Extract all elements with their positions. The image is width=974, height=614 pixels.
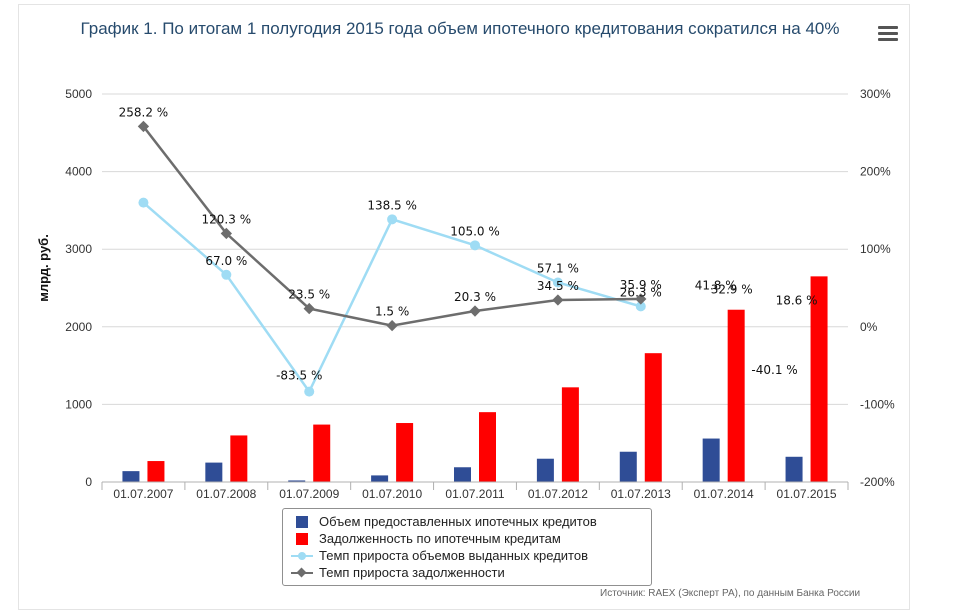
grid-lines [102, 93, 848, 483]
bar-volume[interactable] [536, 458, 554, 482]
legend-debt-growth-label: Темп прироста задолженности [319, 565, 505, 580]
data-label-debt-growth: 32.9 % [711, 282, 753, 296]
x-tick-label: 01.07.2010 [362, 487, 422, 501]
bar-debt[interactable] [810, 276, 828, 482]
data-label-debt-growth: 18.6 % [776, 293, 818, 307]
data-label-debt-growth: 120.3 % [202, 212, 252, 226]
legend-volume-growth-swatch [291, 550, 313, 562]
y-tick-label: 3000 [65, 242, 92, 256]
bar-volume[interactable] [785, 456, 803, 482]
legend-volume-growth-label: Темп прироста объемов выданных кредитов [319, 548, 588, 563]
point-volume-growth[interactable] [304, 386, 315, 397]
point-volume-growth[interactable] [138, 197, 149, 208]
x-tick-label: 01.07.2013 [611, 487, 671, 501]
data-label-volume-growth: -40.1 % [751, 363, 797, 377]
y2-tick-label: 300% [860, 87, 891, 101]
point-volume-growth[interactable] [552, 277, 563, 288]
bar-volume[interactable] [371, 475, 389, 482]
point-volume-growth[interactable] [221, 269, 232, 280]
data-label-debt-growth: 35.9 % [620, 278, 662, 292]
bars [122, 276, 828, 482]
hamburger-menu-icon[interactable] [878, 26, 898, 42]
x-tick-label: 01.07.2008 [196, 487, 256, 501]
y-axis-title: млрд. руб. [36, 234, 51, 302]
bar-debt[interactable] [479, 412, 496, 482]
data-label-debt-growth: 34.5 % [537, 279, 579, 293]
x-tick-label: 01.07.2015 [777, 487, 837, 501]
legend-item-debt[interactable]: Задолженность по ипотечным кредитам [291, 530, 643, 547]
legend-debt-swatch [291, 532, 313, 545]
legend-item-volume[interactable]: Объем предоставленных ипотечных кредитов [291, 513, 643, 530]
bar-debt[interactable] [561, 387, 579, 482]
bar-debt[interactable] [230, 435, 248, 482]
data-label-volume-growth: 57.1 % [537, 261, 579, 275]
y-tick-label: 5000 [65, 87, 92, 101]
point-debt-growth[interactable] [552, 294, 564, 306]
x-tick-label: 01.07.2007 [113, 487, 173, 501]
data-label-volume-growth: 67.0 % [205, 254, 247, 268]
legend-debt-label: Задолженность по ипотечным кредитам [319, 531, 561, 546]
bar-volume[interactable] [205, 462, 223, 482]
y-tick-label: 2000 [65, 320, 92, 334]
bar-debt[interactable] [396, 423, 414, 482]
legend-volume-label: Объем предоставленных ипотечных кредитов [319, 514, 597, 529]
bar-volume[interactable] [702, 438, 720, 482]
source-note: Источник: RAEX (Эксперт РА), по данным Б… [600, 588, 861, 599]
point-debt-growth[interactable] [303, 302, 315, 315]
y2-tick-label: 200% [860, 165, 891, 179]
point-volume-growth[interactable] [387, 214, 398, 225]
point-volume-growth[interactable] [470, 240, 480, 251]
x-tick-label: 01.07.2014 [694, 487, 754, 501]
data-label-volume-growth: 138.5 % [367, 198, 417, 212]
y2-tick-label: 100% [860, 242, 891, 256]
bar-volume[interactable] [454, 467, 471, 482]
y-tick-label: 1000 [65, 397, 92, 411]
data-label-volume-growth: 26.3 % [620, 285, 662, 299]
bar-debt[interactable] [313, 424, 331, 482]
legend: Объем предоставленных ипотечных кредитов… [282, 508, 652, 586]
bar-debt[interactable] [727, 309, 745, 482]
data-label-volume-growth: 105.0 % [450, 224, 500, 238]
legend-volume-swatch [291, 515, 313, 528]
bar-volume[interactable] [619, 451, 637, 482]
x-tick-label: 01.07.2011 [445, 487, 504, 501]
legend-item-debt-growth[interactable]: Темп прироста задолженности [291, 564, 643, 581]
point-debt-growth[interactable] [386, 319, 398, 332]
point-volume-growth[interactable] [635, 301, 646, 312]
bar-debt[interactable] [147, 461, 165, 482]
point-debt-growth[interactable] [635, 293, 647, 305]
data-labels: 258.2 % 120.3 % 23.5 % 1.5 % 20.3 % 34.5 % 35.… [119, 105, 818, 382]
x-tick-label: 01.07.2009 [279, 487, 339, 501]
bar-volume[interactable] [288, 480, 306, 482]
point-debt-growth[interactable] [469, 305, 481, 317]
point-debt-growth[interactable] [220, 227, 232, 240]
data-label-debt-growth: 258.2 % [119, 105, 169, 119]
y2-tick-label: -100% [860, 397, 895, 411]
data-label-volume-growth: 41.8 % [695, 278, 737, 292]
data-label-debt-growth: 20.3 % [454, 290, 496, 304]
y2-tick-label: 0% [860, 320, 878, 334]
axes: 0 -200% 1000 -100% 2000 0% 3000 100% 4000 200% 500… [36, 87, 895, 501]
y2-tick-label: -200% [860, 475, 895, 489]
y-tick-label: 4000 [65, 165, 92, 179]
legend-item-volume-growth[interactable]: Темп прироста объемов выданных кредитов [291, 547, 643, 564]
data-label-debt-growth: 1.5 % [375, 305, 409, 319]
y-tick-label: 0 [85, 475, 92, 489]
line-volume-growth [142, 201, 642, 395]
data-label-debt-growth: 23.5 % [288, 288, 330, 302]
data-label-volume-growth: -83.5 % [276, 369, 322, 383]
bar-volume[interactable] [122, 471, 140, 482]
x-tick-label: 01.07.2012 [528, 487, 588, 501]
legend-debt-growth-swatch [291, 567, 313, 579]
chart-title: График 1. По итогам 1 полугодия 2015 год… [80, 19, 840, 38]
series-lines [137, 120, 647, 397]
bar-debt[interactable] [644, 353, 662, 482]
